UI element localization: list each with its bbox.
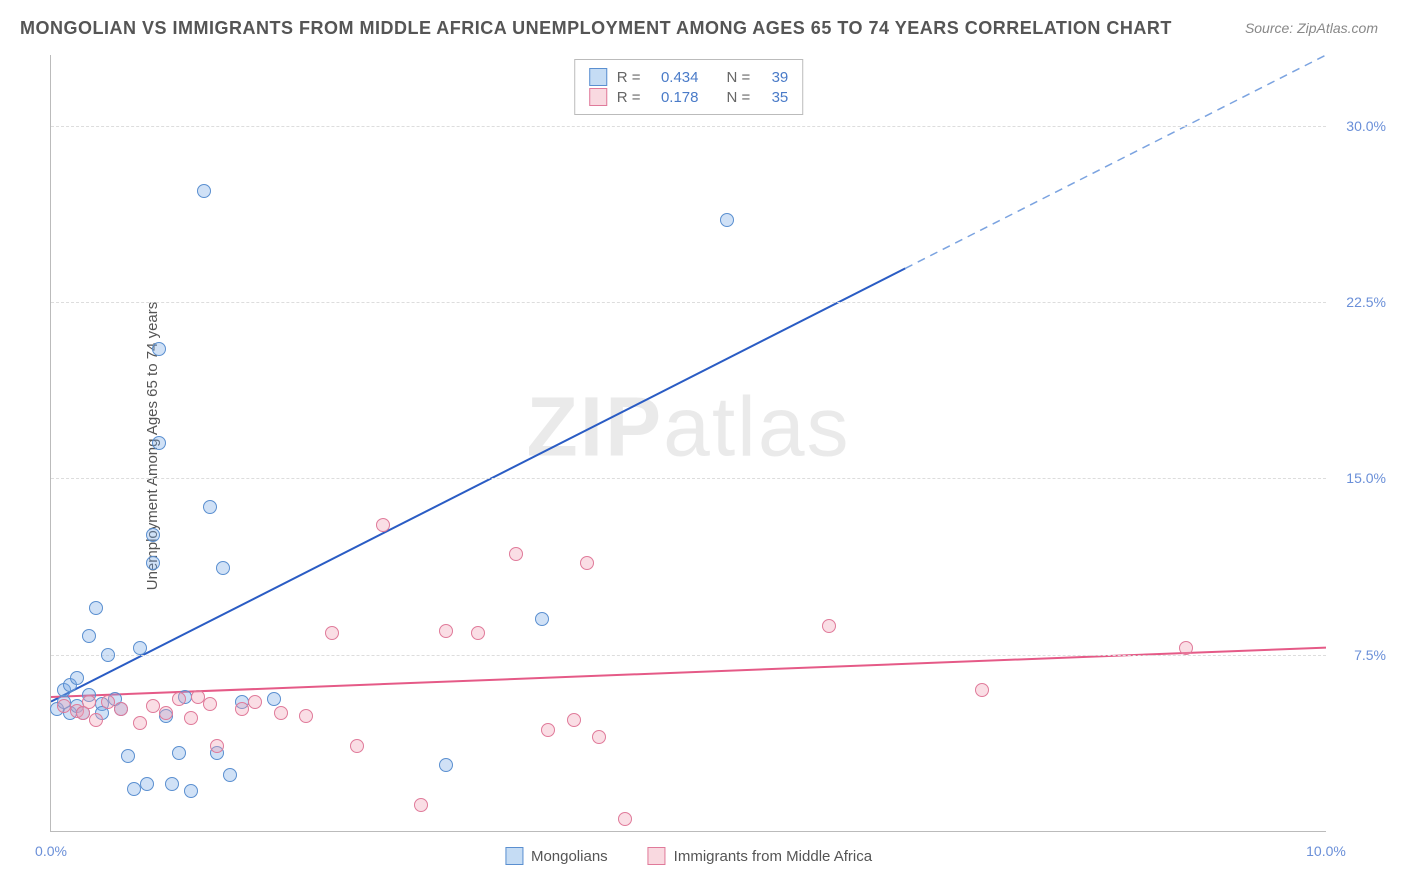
data-point [140,777,154,791]
legend-series-label: Immigrants from Middle Africa [674,848,872,865]
data-point [1179,641,1193,655]
n-label: N = [727,69,751,86]
data-point [152,436,166,450]
data-point [509,547,523,561]
x-tick-label: 10.0% [1306,843,1346,859]
data-point [70,671,84,685]
n-label: N = [727,89,751,106]
data-point [210,739,224,753]
source-attribution: Source: ZipAtlas.com [1245,20,1378,36]
data-point [267,692,281,706]
data-point [197,184,211,198]
legend-stat-row: R = 0.178 N = 35 [589,88,789,106]
data-point [82,629,96,643]
data-point [184,711,198,725]
legend-swatch [589,88,607,106]
data-point [618,812,632,826]
n-value: 39 [760,69,788,86]
data-point [414,798,428,812]
data-point [248,695,262,709]
legend-swatch [505,847,523,865]
data-point [975,683,989,697]
data-point [822,619,836,633]
legend-swatch [589,68,607,86]
data-point [121,749,135,763]
data-point [592,730,606,744]
trend-line-dashed [905,55,1326,268]
stats-legend: R = 0.434 N = 39 R = 0.178 N = 35 [574,59,804,115]
y-tick-label: 30.0% [1346,118,1386,134]
data-point [439,758,453,772]
data-point [165,777,179,791]
data-point [580,556,594,570]
r-value: 0.178 [651,89,699,106]
data-point [152,342,166,356]
data-point [299,709,313,723]
data-point [471,626,485,640]
x-tick-label: 0.0% [35,843,67,859]
data-point [567,713,581,727]
data-point [439,624,453,638]
data-point [159,706,173,720]
data-point [146,528,160,542]
data-point [89,601,103,615]
y-tick-label: 15.0% [1346,470,1386,486]
r-label: R = [617,69,641,86]
y-tick-label: 7.5% [1354,647,1386,663]
data-point [325,626,339,640]
scatter-chart: ZIPatlas R =0.434N =39R =0.178N =35 Mong… [50,55,1326,832]
series-legend: Mongolians Immigrants from Middle Africa [505,847,872,865]
data-point [133,641,147,655]
data-point [133,716,147,730]
gridline [51,126,1326,127]
data-point [172,746,186,760]
legend-series-label: Mongolians [531,848,608,865]
data-point [223,768,237,782]
data-point [146,556,160,570]
gridline [51,478,1326,479]
legend-series-item: Mongolians [505,847,608,865]
data-point [274,706,288,720]
gridline [51,302,1326,303]
watermark-atlas: atlas [663,380,850,474]
data-point [216,561,230,575]
y-tick-label: 22.5% [1346,294,1386,310]
r-label: R = [617,89,641,106]
legend-swatch [648,847,666,865]
data-point [235,702,249,716]
data-point [541,723,555,737]
gridline [51,655,1326,656]
data-point [101,648,115,662]
data-point [535,612,549,626]
data-point [376,518,390,532]
data-point [720,213,734,227]
data-point [114,702,128,716]
n-value: 35 [760,89,788,106]
legend-series-item: Immigrants from Middle Africa [648,847,872,865]
data-point [172,692,186,706]
data-point [203,500,217,514]
data-point [82,695,96,709]
data-point [184,784,198,798]
r-value: 0.434 [651,69,699,86]
legend-stat-row: R = 0.434 N = 39 [589,68,789,86]
watermark-zip: ZIP [526,380,663,474]
data-point [89,713,103,727]
data-point [350,739,364,753]
chart-title: MONGOLIAN VS IMMIGRANTS FROM MIDDLE AFRI… [20,18,1172,39]
watermark-text: ZIPatlas [526,379,850,476]
data-point [203,697,217,711]
